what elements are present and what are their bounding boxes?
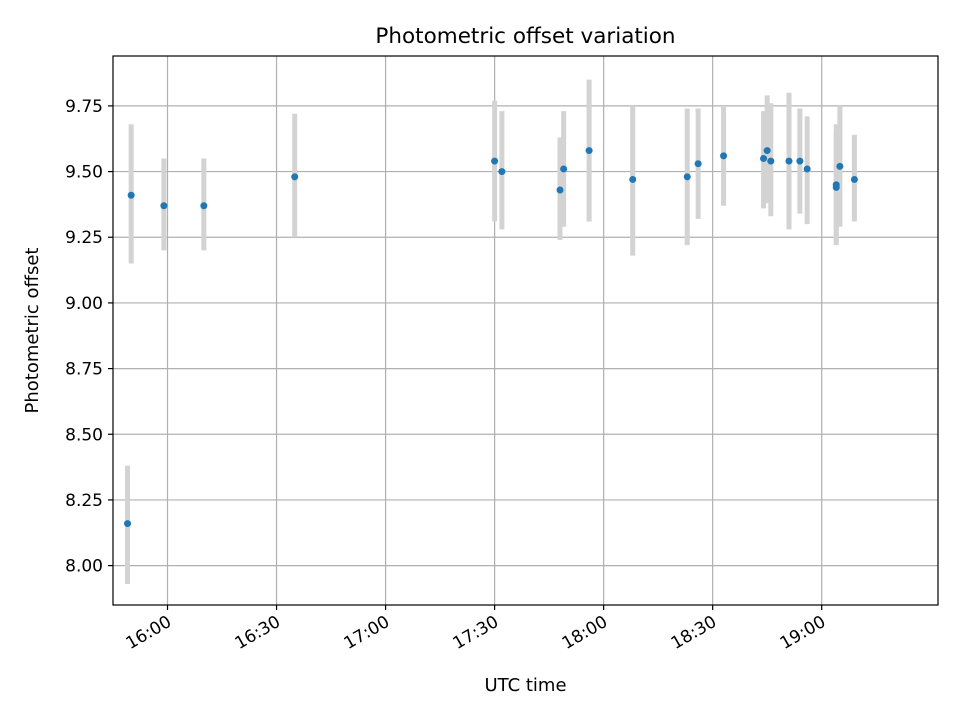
chart-title: Photometric offset variation [375,24,675,49]
x-axis-title: UTC time [484,675,566,696]
data-point [785,157,793,165]
data-point [291,173,299,181]
y-tick-label: 9.75 [65,97,103,117]
y-tick-label: 9.25 [65,228,103,248]
data-point [760,154,768,162]
data-point [585,147,593,155]
data-point [560,165,568,173]
y-tick-label: 8.50 [65,425,103,445]
data-point [763,147,771,155]
data-point [629,175,637,183]
data-point [694,160,702,168]
y-tick-label: 8.00 [65,557,103,577]
point-layer [124,147,858,528]
data-point [803,165,811,173]
data-point [491,157,499,165]
y-tick-label: 8.75 [65,360,103,380]
data-point [836,162,844,170]
data-point [160,202,168,210]
data-point [850,175,858,183]
data-point [767,157,775,165]
data-point [832,181,840,189]
data-point [796,157,804,165]
data-point [556,186,564,194]
y-tick-label: 9.00 [65,294,103,314]
y-axis-title: Photometric offset [22,248,43,414]
y-tick-label: 8.25 [65,491,103,511]
data-point [720,152,728,160]
plot-frame [112,55,939,606]
data-point [124,520,132,528]
data-point [200,202,208,210]
data-point [127,191,135,199]
data-point [498,168,506,176]
data-point [683,173,691,181]
y-tick-label: 9.50 [65,163,103,183]
